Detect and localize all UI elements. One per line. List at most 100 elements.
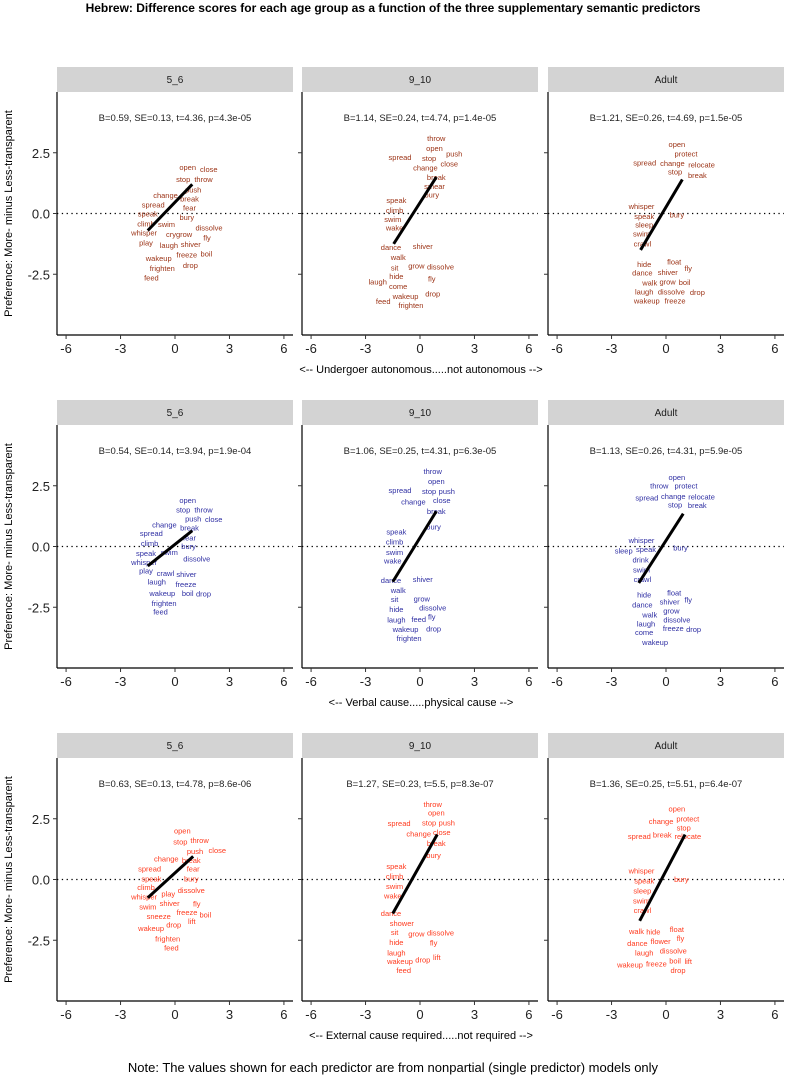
word-point: throw xyxy=(190,836,209,845)
word-point: shiver xyxy=(413,575,434,584)
x-tick-label: 3 xyxy=(226,1007,233,1022)
word-point: break xyxy=(180,523,199,532)
model-stats-annotation: B=0.59, SE=0.13, t=4.36, p=4.3e-05 xyxy=(99,113,252,124)
word-point: close xyxy=(433,828,451,837)
word-point: spread xyxy=(138,865,161,874)
word-point: change xyxy=(413,163,438,172)
word-point: hide xyxy=(389,938,403,947)
word-point: relocate xyxy=(674,832,701,841)
word-point: close xyxy=(433,496,451,505)
facet-strip xyxy=(548,67,784,92)
word-point: stop xyxy=(176,506,190,515)
x-tick-label: 0 xyxy=(171,341,178,356)
word-point: grow xyxy=(663,606,680,615)
word-point: open xyxy=(669,473,686,482)
word-point: float xyxy=(667,588,682,597)
word-point: speak xyxy=(634,212,654,221)
word-point: throw xyxy=(194,175,213,184)
model-stats-annotation: B=1.36, SE=0.25, t=5.51, p=6.4e-07 xyxy=(590,779,743,790)
word-point: shiver xyxy=(181,240,202,249)
word-point: freeze xyxy=(663,624,684,633)
word-point: stop xyxy=(422,819,436,828)
word-point: close xyxy=(209,846,227,855)
x-tick-label: 0 xyxy=(662,674,669,689)
word-point: stop xyxy=(668,168,682,177)
word-point: swim xyxy=(633,566,650,575)
word-point: break xyxy=(688,501,707,510)
x-tick-label: 0 xyxy=(416,674,423,689)
x-tick-label: 6 xyxy=(771,674,778,689)
word-point: walk xyxy=(641,279,657,288)
word-point: frighten xyxy=(398,301,423,310)
word-point: climb xyxy=(386,206,404,215)
word-point: stop xyxy=(668,501,682,510)
word-point: dissolve xyxy=(419,604,446,613)
word-point: spread xyxy=(628,832,651,841)
word-point: smear xyxy=(424,182,445,191)
x-tick-label: -3 xyxy=(360,341,372,356)
y-axis-label: Preference: More- minus Less-transparent xyxy=(3,443,15,650)
x-tick-label: 0 xyxy=(171,1007,178,1022)
word-point: drop xyxy=(166,921,181,930)
word-point: drink xyxy=(632,555,649,564)
word-point: wakeup xyxy=(633,297,660,306)
word-point: shower xyxy=(390,919,415,928)
word-point: drop xyxy=(690,288,705,297)
x-tick-label: -3 xyxy=(115,674,127,689)
x-tick-label: 3 xyxy=(717,1007,724,1022)
word-point: climb xyxy=(137,220,155,229)
word-point: swim xyxy=(158,220,175,229)
word-point: whisper xyxy=(130,228,157,237)
word-point: freeze xyxy=(175,580,196,589)
word-point: swim xyxy=(386,548,403,557)
y-axis-label: Preference: More- minus Less-transparent xyxy=(3,110,15,317)
x-tick-label: -3 xyxy=(115,341,127,356)
word-point: laugh xyxy=(148,578,166,587)
word-point: dissolve xyxy=(658,288,685,297)
word-point: freeze xyxy=(176,251,197,260)
x-tick-label: 3 xyxy=(226,674,233,689)
word-point: hide xyxy=(646,927,660,936)
word-point: close xyxy=(205,515,223,524)
facet-strip-label: Adult xyxy=(655,741,678,752)
word-point: dissolve xyxy=(427,263,454,272)
word-point: dissolve xyxy=(660,946,687,955)
word-point: speak xyxy=(634,877,654,886)
word-point: speak xyxy=(386,196,406,205)
word-point: laugh xyxy=(369,277,387,286)
y-tick-label: 0.0 xyxy=(32,873,50,888)
word-point: dance xyxy=(632,600,652,609)
word-point: bury xyxy=(181,542,196,551)
word-point: play xyxy=(161,890,175,899)
word-point: dance xyxy=(381,576,401,585)
word-point: fear xyxy=(187,865,200,874)
word-point: stop xyxy=(422,154,436,163)
x-tick-label: -6 xyxy=(305,674,317,689)
word-point: open xyxy=(669,140,686,149)
facet-strip-label: Adult xyxy=(655,408,678,419)
word-point: sleep xyxy=(633,886,651,895)
y-tick-label: 2.5 xyxy=(32,146,50,161)
word-point: speak xyxy=(386,528,406,537)
word-point: sit xyxy=(391,263,399,272)
word-point: bury xyxy=(184,874,199,883)
word-point: swim xyxy=(384,215,401,224)
word-point: wakeup xyxy=(148,589,175,598)
y-tick-label: 2.5 xyxy=(32,812,50,827)
x-tick-label: 3 xyxy=(226,341,233,356)
x-tick-label: -3 xyxy=(360,1007,372,1022)
word-point: dissolve xyxy=(183,554,210,563)
y-tick-label: 0.0 xyxy=(32,207,50,222)
word-point: change xyxy=(152,520,177,529)
word-point: break xyxy=(688,171,707,180)
regression-line xyxy=(391,833,439,915)
word-point: open xyxy=(428,809,445,818)
x-tick-label: -6 xyxy=(551,1007,563,1022)
word-point: come xyxy=(635,628,653,637)
facet-strip xyxy=(302,733,538,758)
word-point: frighten xyxy=(397,634,422,643)
word-point: swim xyxy=(633,229,650,238)
word-point: bury xyxy=(180,213,195,222)
word-point: break xyxy=(653,830,672,839)
